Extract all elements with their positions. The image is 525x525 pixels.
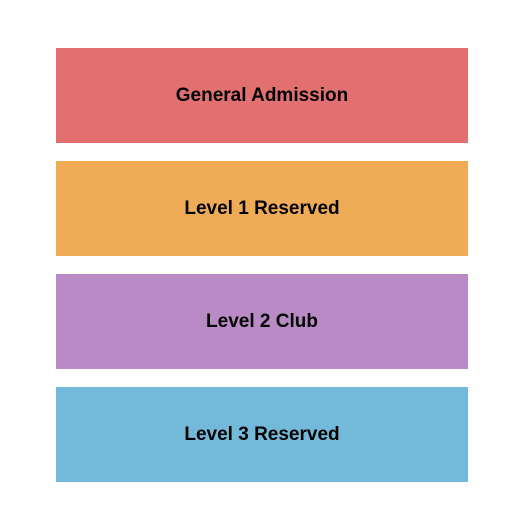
section-general-admission[interactable]: General Admission [56,48,468,143]
section-level-3-reserved[interactable]: Level 3 Reserved [56,387,468,482]
section-level-2-club[interactable]: Level 2 Club [56,274,468,369]
section-label: Level 1 Reserved [184,198,339,220]
section-label: Level 2 Club [206,311,318,333]
seating-chart-container: General Admission Level 1 Reserved Level… [56,48,468,482]
section-level-1-reserved[interactable]: Level 1 Reserved [56,161,468,256]
section-label: Level 3 Reserved [184,424,339,446]
section-label: General Admission [176,85,348,107]
